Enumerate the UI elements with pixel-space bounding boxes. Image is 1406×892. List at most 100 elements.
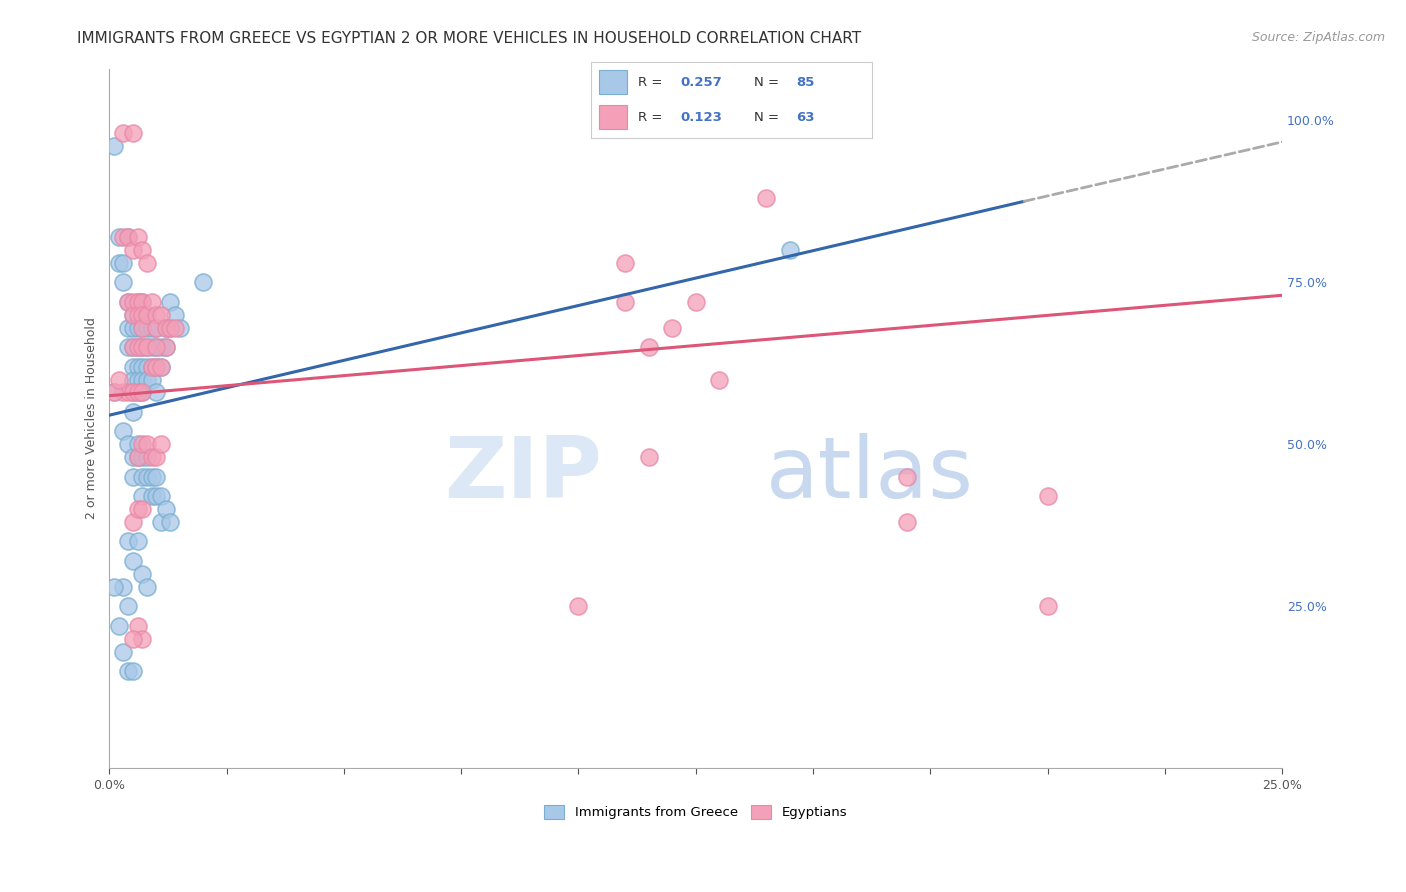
Point [614, 294, 637, 309]
Point [127, 618, 149, 632]
Point [136, 320, 159, 334]
Point [136, 340, 159, 354]
Point [145, 359, 167, 374]
Point [103, 385, 125, 400]
Point [117, 599, 139, 614]
Point [117, 294, 139, 309]
Point [136, 308, 159, 322]
Point [127, 308, 149, 322]
Point [150, 308, 173, 322]
Point [165, 308, 187, 322]
Point [685, 294, 707, 309]
Point [131, 502, 153, 516]
Text: R =: R = [638, 112, 666, 124]
Point [131, 340, 153, 354]
Point [131, 385, 153, 400]
Point [117, 230, 139, 244]
Point [131, 437, 153, 451]
Point [755, 191, 778, 205]
Bar [599, 70, 627, 95]
Point [145, 340, 167, 354]
Point [121, 385, 143, 400]
Point [779, 243, 801, 257]
Point [121, 294, 143, 309]
Point [150, 489, 173, 503]
Point [159, 320, 181, 334]
Point [141, 489, 163, 503]
Text: IMMIGRANTS FROM GREECE VS EGYPTIAN 2 OR MORE VEHICLES IN HOUSEHOLD CORRELATION C: IMMIGRANTS FROM GREECE VS EGYPTIAN 2 OR … [77, 31, 862, 46]
Text: N =: N = [754, 112, 783, 124]
Point [117, 294, 139, 309]
Point [121, 340, 143, 354]
Point [145, 359, 167, 374]
Text: 85: 85 [796, 77, 814, 89]
Point [121, 664, 143, 678]
Point [117, 320, 139, 334]
Point [136, 308, 159, 322]
Point [136, 359, 159, 374]
Point [117, 437, 139, 451]
Point [131, 320, 153, 334]
Point [121, 515, 143, 529]
Point [107, 618, 129, 632]
Point [141, 372, 163, 386]
Point [121, 405, 143, 419]
Point [127, 340, 149, 354]
Point [117, 664, 139, 678]
Text: atlas: atlas [766, 433, 974, 516]
Point [121, 385, 143, 400]
Point [131, 632, 153, 646]
Point [107, 230, 129, 244]
Point [896, 469, 918, 483]
Point [112, 126, 135, 140]
Point [131, 385, 153, 400]
Point [112, 580, 135, 594]
Bar [599, 105, 627, 129]
Point [150, 359, 173, 374]
Point [103, 139, 125, 153]
Point [127, 450, 149, 465]
Point [567, 599, 589, 614]
Point [117, 230, 139, 244]
Point [127, 437, 149, 451]
Point [131, 340, 153, 354]
Point [637, 450, 659, 465]
Text: Source: ZipAtlas.com: Source: ZipAtlas.com [1251, 31, 1385, 45]
Point [155, 340, 177, 354]
Point [136, 450, 159, 465]
Point [131, 566, 153, 581]
Point [127, 340, 149, 354]
Point [127, 385, 149, 400]
Point [150, 437, 173, 451]
Point [121, 632, 143, 646]
Point [145, 450, 167, 465]
Point [112, 230, 135, 244]
Point [121, 359, 143, 374]
Point [103, 385, 125, 400]
Point [159, 515, 181, 529]
Point [131, 450, 153, 465]
Point [127, 502, 149, 516]
Point [131, 294, 153, 309]
Point [112, 425, 135, 439]
Point [145, 308, 167, 322]
Point [136, 469, 159, 483]
Point [121, 554, 143, 568]
Point [141, 340, 163, 354]
Point [141, 294, 163, 309]
Point [136, 437, 159, 451]
Text: ZIP: ZIP [444, 433, 602, 516]
Point [136, 256, 159, 270]
Y-axis label: 2 or more Vehicles in Household: 2 or more Vehicles in Household [86, 318, 98, 519]
Point [709, 372, 731, 386]
Point [121, 126, 143, 140]
Point [121, 308, 143, 322]
Point [121, 308, 143, 322]
Point [193, 276, 215, 290]
Point [136, 340, 159, 354]
Text: 0.123: 0.123 [681, 112, 723, 124]
Point [131, 469, 153, 483]
Text: 0.257: 0.257 [681, 77, 723, 89]
Legend: Immigrants from Greece, Egyptians: Immigrants from Greece, Egyptians [538, 800, 852, 824]
Point [103, 580, 125, 594]
